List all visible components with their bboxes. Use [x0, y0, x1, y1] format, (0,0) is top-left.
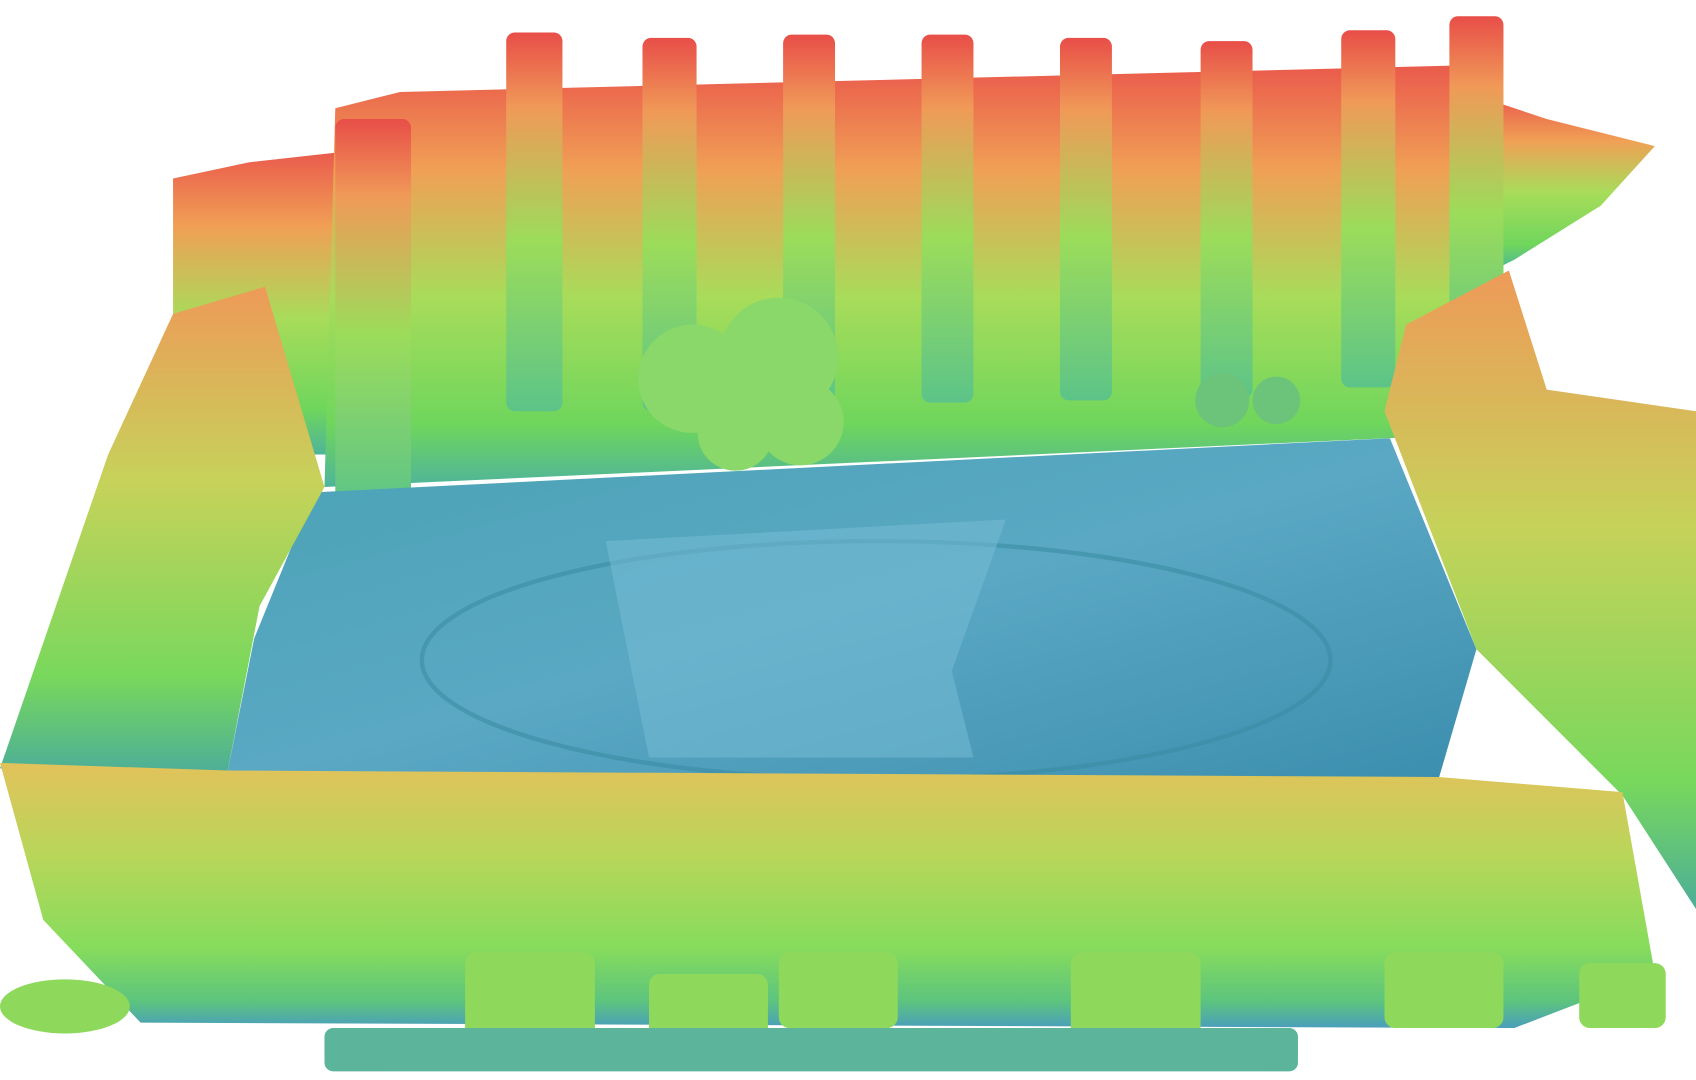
front-wall — [0, 762, 1655, 1029]
shrub — [1252, 376, 1301, 425]
bush-part — [757, 378, 844, 466]
debris-part — [1579, 963, 1666, 1029]
floor-highlight — [605, 519, 1006, 758]
debris — [0, 952, 1666, 1039]
debris-part — [778, 952, 898, 1029]
right-wall — [1384, 270, 1696, 910]
pillar — [335, 119, 412, 509]
debris-part — [324, 1028, 1298, 1072]
debris-part — [465, 952, 595, 1039]
pillar — [642, 37, 697, 412]
pillar — [506, 32, 563, 412]
left-wall — [0, 286, 325, 774]
pillar — [1060, 37, 1112, 401]
pillar — [1200, 41, 1253, 399]
debris-part — [0, 979, 130, 1034]
shrubs — [1195, 373, 1301, 428]
pillar — [1341, 30, 1396, 388]
pillar — [921, 34, 974, 403]
debris-shadow — [324, 1028, 1298, 1072]
shrub — [1195, 373, 1250, 428]
back-wall — [324, 64, 1504, 487]
bush-part — [697, 394, 774, 471]
debris-part — [1384, 952, 1504, 1029]
bush — [638, 297, 844, 471]
right-wing — [1481, 97, 1655, 271]
debris-part — [1070, 952, 1201, 1039]
debris-part — [648, 973, 768, 1039]
